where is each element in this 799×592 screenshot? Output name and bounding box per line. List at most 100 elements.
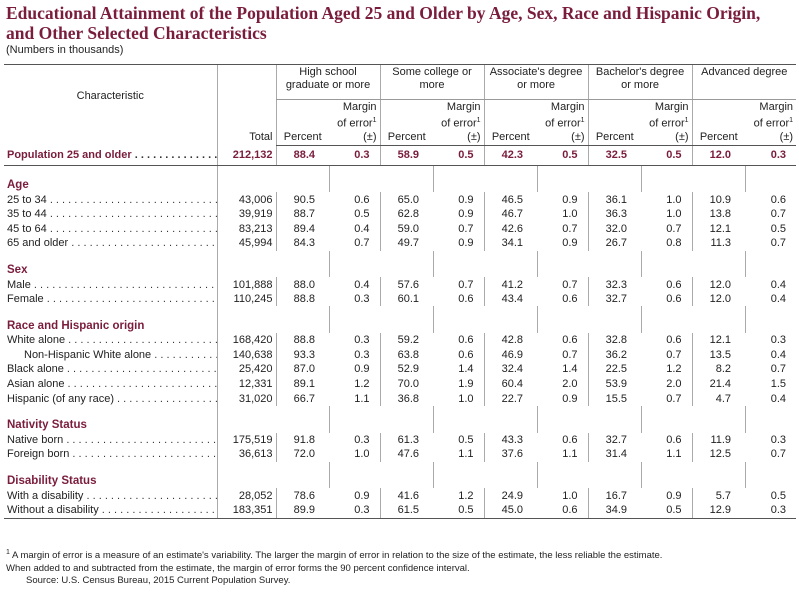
moe-cell: 0.6 [666, 334, 682, 347]
moe-cell: 0.7 [458, 222, 474, 235]
moe-cell: 1.1 [562, 448, 578, 461]
empty-cell [328, 417, 381, 433]
empty-cell [640, 262, 693, 278]
moe-cell: 0.5 [641, 502, 693, 519]
empty-cell [328, 318, 381, 333]
label-text: Male [7, 279, 217, 291]
percent-cell: 61.3 [379, 432, 434, 448]
empty-cell [536, 473, 589, 489]
total-cell: 31,020 [216, 391, 276, 406]
moe-unit: (±) [571, 130, 585, 143]
empty-cell [380, 318, 433, 333]
moe-cell: 0.9 [458, 208, 474, 221]
footnote-text: When added to and subtracted from the es… [6, 562, 470, 574]
empty-cell [744, 177, 797, 193]
percent-cell: 45.0 [483, 502, 538, 519]
percent-cell: 70.0 [379, 376, 434, 392]
percent-header: Percent [275, 99, 329, 146]
section-row: Nativity Status [4, 417, 797, 433]
percent-cell: 32.7 [587, 291, 642, 307]
characteristic-header: Characteristic [4, 64, 217, 146]
moe-cell: 1.0 [354, 448, 370, 461]
spacer-cell [380, 165, 433, 178]
empty-cell [692, 318, 745, 333]
spacer-cell [276, 462, 329, 474]
percent-cell: 36.2 [587, 347, 642, 363]
moe-cell: 1.0 [562, 489, 578, 502]
moe-cell: 0.3 [354, 433, 370, 446]
moe-unit: (±) [467, 130, 481, 143]
moe-cell: 2.0 [666, 378, 682, 391]
row-label: Population 25 and older [4, 145, 217, 166]
percent-cell: 49.7 [379, 236, 434, 251]
moe-cell: 1.1 [458, 448, 474, 461]
percent-cell: 78.6 [275, 488, 329, 503]
percent-cell: 32.0 [587, 221, 642, 237]
percent-cell: 60.4 [483, 376, 538, 392]
footnote-marker: 1 [372, 117, 377, 124]
empty-cell [380, 418, 433, 433]
spacer-cell [484, 165, 537, 178]
moe-cell: 0.6 [458, 334, 474, 347]
empty-cell [432, 262, 485, 278]
moe-unit: (±) [363, 130, 377, 143]
percent-cell: 41.6 [379, 488, 434, 503]
total-cell: 212,132 [216, 145, 276, 166]
group-header: High school graduate or more [275, 64, 381, 100]
empty-cell [484, 418, 537, 433]
moe-cell: 0.3 [329, 502, 381, 519]
percent-cell: 12.9 [691, 502, 746, 519]
moe-cell: 0.3 [770, 433, 787, 446]
moe-header: Margin of error1 (±) [745, 99, 797, 146]
moe-cell: 0.7 [458, 278, 474, 291]
percent-cell: 21.4 [691, 376, 746, 392]
percent-cell: 12.1 [691, 333, 746, 348]
percent-cell: 58.9 [379, 145, 434, 166]
moe-cell: 0.3 [354, 293, 370, 306]
group-header: Some college or more [379, 64, 485, 100]
spacer-cell [484, 306, 537, 318]
footnote-line: When added to and subtracted from the es… [6, 563, 662, 576]
footnote-marker: 1 [684, 117, 689, 124]
moe-cell: 1.1 [666, 448, 682, 461]
empty-cell [380, 263, 433, 278]
percent-cell: 37.6 [483, 447, 538, 462]
percent-cell: 89.9 [275, 502, 329, 519]
percent-cell: 32.5 [587, 145, 642, 166]
spacer-cell [432, 165, 485, 178]
spacer-cell [432, 250, 485, 263]
footnote-marker: 1 [476, 117, 481, 124]
label-text: 65 and older [7, 237, 217, 249]
moe-cell: 1.0 [666, 208, 682, 221]
percent-cell: 65.0 [379, 192, 434, 207]
empty-cell [432, 177, 485, 193]
percent-cell: 60.1 [379, 291, 434, 307]
group-header: Associate's degree or more [483, 64, 589, 100]
moe-cell: 0.3 [354, 334, 370, 347]
percent-cell: 13.8 [691, 206, 746, 222]
empty-cell [432, 473, 485, 489]
spacer-row [4, 405, 797, 418]
percent-cell: 11.3 [691, 236, 746, 251]
percent-cell: 36.8 [379, 391, 434, 406]
total-cell: 83,213 [216, 221, 276, 237]
row-label: 25 to 34 [4, 192, 217, 207]
header-row: Characteristic Total High school graduate … [4, 64, 797, 146]
section-row: Race and Hispanic origin [4, 318, 797, 333]
spacer-cell [432, 306, 485, 319]
percent-cell: 42.3 [483, 145, 538, 166]
moe-cell: 0.6 [562, 433, 578, 446]
moe-cell: 0.7 [770, 237, 787, 250]
spacer-cell [484, 462, 537, 474]
spacer-cell [692, 406, 745, 418]
moe-cell: 1.1 [354, 392, 370, 405]
percent-cell: 13.5 [691, 347, 746, 363]
total-cell: 183,351 [216, 502, 276, 519]
total-cell: 45,994 [216, 236, 276, 251]
empty-cell [640, 318, 693, 333]
empty-cell [588, 263, 641, 278]
percent-cell: 84.3 [275, 236, 329, 251]
